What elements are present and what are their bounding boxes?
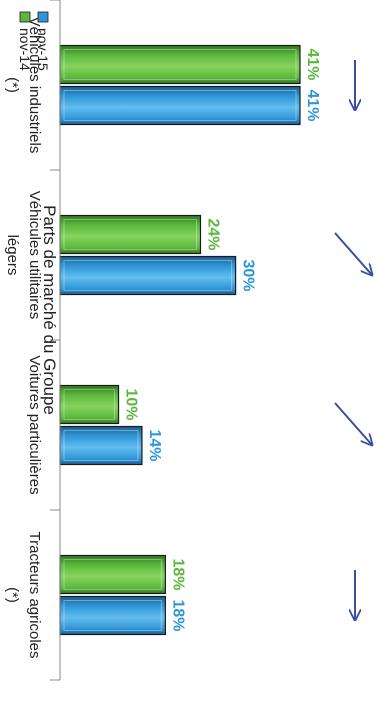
bar-bevel — [63, 389, 116, 420]
value-label-nov-14-1: 24% — [204, 218, 221, 250]
legend-label-nov-15: nov-15 — [35, 28, 51, 71]
category-label-1: Véhicules utilitaires — [26, 191, 43, 319]
category-label-3: (*) — [4, 587, 21, 603]
bar-nov-15-3 — [59, 595, 166, 636]
bars-layer — [59, 44, 301, 636]
bar-bevel — [63, 49, 297, 80]
value-label-nov-14-3: 18% — [169, 558, 186, 590]
bar-bevel — [63, 90, 297, 121]
value-label-nov-15-3: 18% — [169, 599, 186, 631]
trend-arrow-1 — [334, 232, 372, 275]
category-label-1: légers — [4, 235, 21, 276]
bar-nov-15-1 — [59, 255, 237, 296]
chart-title: Parts de marché du Groupe — [40, 205, 59, 415]
value-label-nov-15-0: 41% — [304, 89, 321, 121]
value-label-nov-15-1: 30% — [240, 259, 257, 291]
bar-nov-14-2 — [59, 384, 120, 425]
bar-nov-14-1 — [59, 214, 202, 255]
bar-bevel — [63, 559, 162, 590]
plot-area: Véhicules industriels (*) Véhicules utilit… — [4, 0, 372, 681]
category-label-0: Véhicules industriels — [26, 17, 43, 154]
legend-label-nov-14: nov-14 — [17, 28, 33, 71]
bar-bevel — [63, 430, 139, 461]
value-labels: 41% 41% 24% 30% 10% 14% 18% 18% — [123, 48, 321, 631]
category-label-3: Tracteurs agricoles — [26, 532, 43, 659]
value-label-nov-14-2: 10% — [123, 388, 140, 420]
bar-nov-14-0 — [59, 44, 301, 85]
legend: nov-14 nov-15 — [17, 11, 51, 71]
bar-nov-15-2 — [59, 425, 143, 466]
category-labels: Véhicules industriels (*) Véhicules utilit… — [4, 17, 43, 659]
category-label-2: Voitures particulières — [26, 355, 43, 494]
bar-nov-15-0 — [59, 85, 301, 126]
value-label-nov-15-2: 14% — [146, 429, 163, 461]
bar-nov-14-3 — [59, 554, 166, 595]
value-label-nov-14-0: 41% — [304, 48, 321, 80]
bar-bevel — [63, 219, 197, 250]
trend-arrows — [334, 60, 372, 620]
bar-bevel — [63, 260, 233, 291]
legend-swatch-nov-14 — [19, 11, 31, 23]
legend-swatch-nov-15 — [37, 11, 49, 23]
category-label-0: (*) — [4, 77, 21, 93]
category-axis — [50, 0, 61, 681]
bar-bevel — [63, 600, 162, 631]
trend-arrow-2 — [334, 402, 372, 445]
